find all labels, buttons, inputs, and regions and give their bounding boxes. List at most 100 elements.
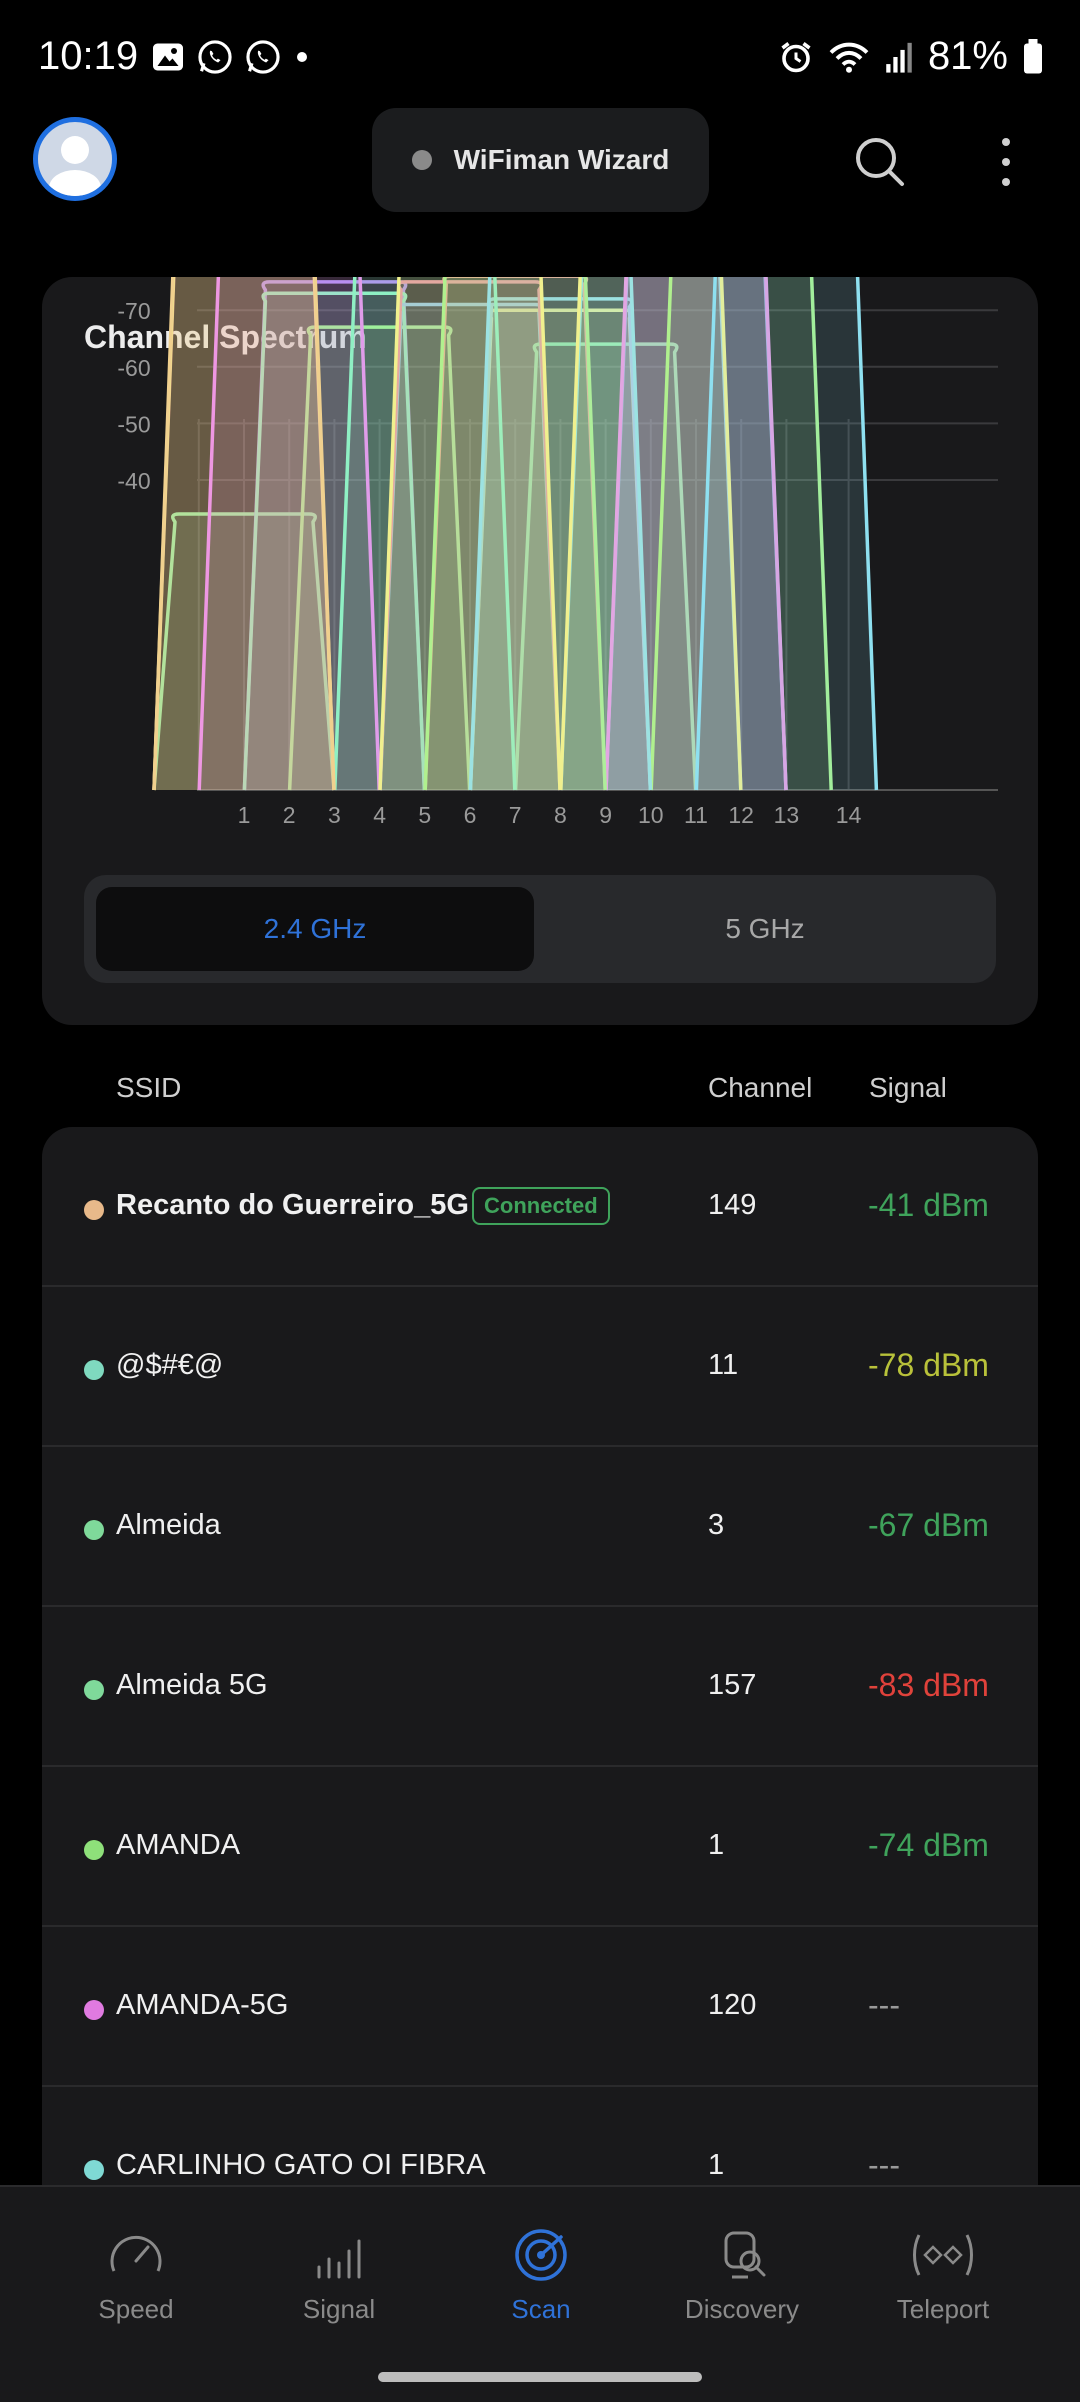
x-tick-label: 5 — [418, 802, 431, 828]
network-ssid: Recanto do Guerreiro_5G — [116, 1189, 469, 1221]
column-ssid[interactable]: SSID — [116, 1072, 182, 1103]
network-ssid: @$#€@ — [116, 1349, 224, 1381]
device-search-icon — [724, 2231, 766, 2279]
network-signal: -41 dBm — [868, 1187, 989, 1223]
channel-curve — [559, 277, 743, 791]
list-item[interactable]: AMANDA 1 -74 dBm — [42, 1767, 1038, 1927]
network-color-dot — [84, 1680, 104, 1700]
x-tick-label: 12 — [728, 802, 754, 828]
x-tick-label: 11 — [684, 802, 708, 828]
network-color-dot — [84, 2160, 104, 2180]
channel-curve — [694, 277, 879, 791]
more-options-icon[interactable] — [992, 134, 1020, 190]
band-2-4ghz-button[interactable]: 2.4 GHz — [96, 887, 534, 971]
network-signal: -74 dBm — [868, 1827, 989, 1863]
network-ssid: AMANDA — [116, 1829, 241, 1861]
x-tick-label: 3 — [328, 802, 341, 828]
channel-spectrum-card: Channel Spectrum -40-50-60-70-80-9012345… — [42, 277, 1038, 1025]
channel-curve — [378, 277, 562, 791]
battery-percent: 81% — [927, 34, 1008, 78]
channel-curve — [649, 277, 833, 791]
y-tick-label: -60 — [117, 355, 150, 381]
channel-curve — [197, 277, 381, 791]
network-signal: --- — [868, 1987, 900, 2023]
wizard-status-dot — [411, 150, 432, 170]
notification-icons — [150, 38, 312, 76]
whatsapp-icon — [198, 40, 232, 74]
network-channel: 1 — [708, 2149, 725, 2181]
list-item[interactable]: @$#€@ 11 -78 dBm — [42, 1287, 1038, 1447]
channel-curve — [152, 277, 336, 791]
channel-curve — [333, 277, 517, 791]
x-tick-label: 7 — [509, 802, 522, 828]
network-ssid: AMANDA-5G — [116, 1989, 289, 2021]
list-item[interactable]: Almeida 5G 157 -83 dBm — [42, 1607, 1038, 1767]
network-signal: -78 dBm — [868, 1347, 989, 1383]
battery-icon — [1024, 38, 1042, 73]
network-color-dot — [84, 1840, 104, 1860]
x-tick-label: 14 — [836, 802, 862, 828]
alarm-icon — [781, 41, 811, 72]
channel-curve — [604, 277, 788, 791]
gallery-icon — [153, 43, 183, 71]
list-header: SSID Channel Signal — [0, 1060, 1080, 1116]
column-channel[interactable]: Channel — [708, 1072, 813, 1103]
channel-curve — [559, 277, 743, 791]
channel-curve — [242, 291, 427, 791]
list-item[interactable]: Recanto do Guerreiro_5G Connected 149 -4… — [42, 1127, 1038, 1287]
x-tick-label: 10 — [638, 802, 664, 828]
search-icon[interactable] — [852, 134, 908, 190]
list-item[interactable]: CARLINHO GATO OI FIBRA 1 --- — [42, 2087, 1038, 2187]
network-channel: 1 — [708, 1829, 725, 1861]
channel-curve — [242, 280, 427, 791]
teleport-icon — [913, 2234, 973, 2276]
band-5ghz-button[interactable]: 5 GHz — [725, 913, 805, 944]
network-list: Recanto do Guerreiro_5G Connected 149 -4… — [42, 1127, 1038, 2187]
channel-curve — [152, 512, 336, 791]
x-tick-label: 2 — [283, 802, 296, 828]
nav-label: Signal — [302, 2294, 376, 2324]
network-signal: -83 dBm — [868, 1667, 989, 1703]
signal-icon — [886, 42, 912, 73]
list-item[interactable]: AMANDA-5G 120 --- — [42, 1927, 1038, 2087]
network-color-dot — [84, 1520, 104, 1540]
status-bar: 10:19 81% — [0, 0, 1080, 110]
network-ssid: Almeida 5G — [116, 1669, 268, 1701]
nav-label: Discovery — [684, 2294, 800, 2324]
signal-bars-icon — [317, 2239, 361, 2279]
spectrum-chart: -40-50-60-70-80-901234567891011121314 — [117, 277, 998, 828]
x-tick-label: 6 — [464, 802, 477, 828]
channel-curve — [287, 325, 472, 791]
nav-teleport[interactable]: Teleport — [853, 2227, 1033, 2325]
avatar[interactable] — [33, 117, 117, 201]
user-icon — [49, 136, 101, 196]
network-color-dot — [84, 2000, 104, 2020]
network-color-dot — [84, 1360, 104, 1380]
nav-scan[interactable]: Scan — [451, 2227, 631, 2325]
nav-discovery[interactable]: Discovery — [652, 2227, 832, 2325]
wifi-icon — [829, 42, 869, 73]
x-tick-label: 4 — [373, 802, 386, 828]
wizard-label: WiFiman Wizard — [453, 144, 670, 175]
y-tick-label: -40 — [117, 468, 150, 494]
channel-curve — [513, 342, 698, 791]
nav-signal[interactable]: Signal — [249, 2227, 429, 2325]
list-item[interactable]: Almeida 3 -67 dBm — [42, 1447, 1038, 1607]
y-tick-label: -70 — [117, 298, 150, 324]
network-channel: 120 — [708, 1989, 757, 2021]
home-indicator[interactable] — [378, 2372, 702, 2382]
status-time: 10:19 — [38, 34, 139, 78]
channel-curve — [423, 277, 607, 791]
band-toggle: 2.4 GHz 5 GHz — [84, 875, 996, 983]
column-signal[interactable]: Signal — [869, 1072, 947, 1103]
wifiman-wizard-button[interactable]: WiFiman Wizard — [372, 108, 709, 212]
channel-curve — [604, 277, 788, 791]
network-ssid: CARLINHO GATO OI FIBRA — [116, 2149, 486, 2181]
nav-label: Scan — [511, 2294, 571, 2324]
x-tick-label: 13 — [774, 802, 800, 828]
whatsapp-icon — [246, 40, 280, 74]
nav-label: Teleport — [896, 2294, 990, 2324]
nav-speed[interactable]: Speed — [46, 2227, 226, 2325]
dot-icon — [297, 52, 307, 62]
channel-curve — [468, 277, 653, 791]
